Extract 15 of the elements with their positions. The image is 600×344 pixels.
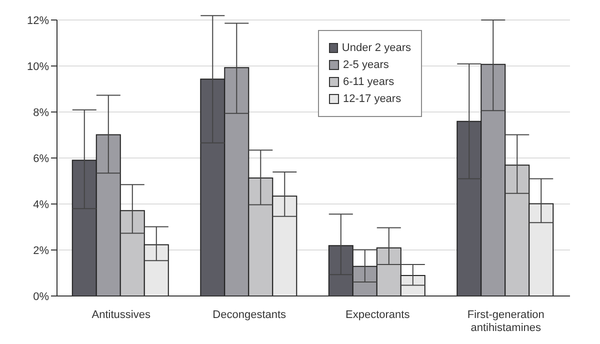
x-tick-label: First-generation antihistamines: [467, 309, 544, 334]
y-tick-label: 10%: [26, 60, 50, 73]
y-tick-label: 2%: [33, 244, 50, 257]
y-tick-label: 8%: [33, 106, 50, 119]
legend-label: 6-11 years: [342, 76, 396, 88]
legend-label: 12-17 years: [342, 93, 402, 105]
x-tick-label: Expectorants: [346, 309, 410, 321]
legend-label: Under 2 years: [340, 42, 411, 54]
x-tick-label: Antitussives: [92, 309, 151, 321]
y-tick-label: 6%: [33, 152, 50, 165]
y-tick-label: 0%: [33, 290, 50, 303]
y-tick-label: 4%: [33, 198, 50, 211]
x-tick-label: Decongestants: [212, 309, 287, 321]
legend-label: 2-5 years: [342, 59, 390, 71]
y-tick-label: 12%: [26, 14, 50, 27]
